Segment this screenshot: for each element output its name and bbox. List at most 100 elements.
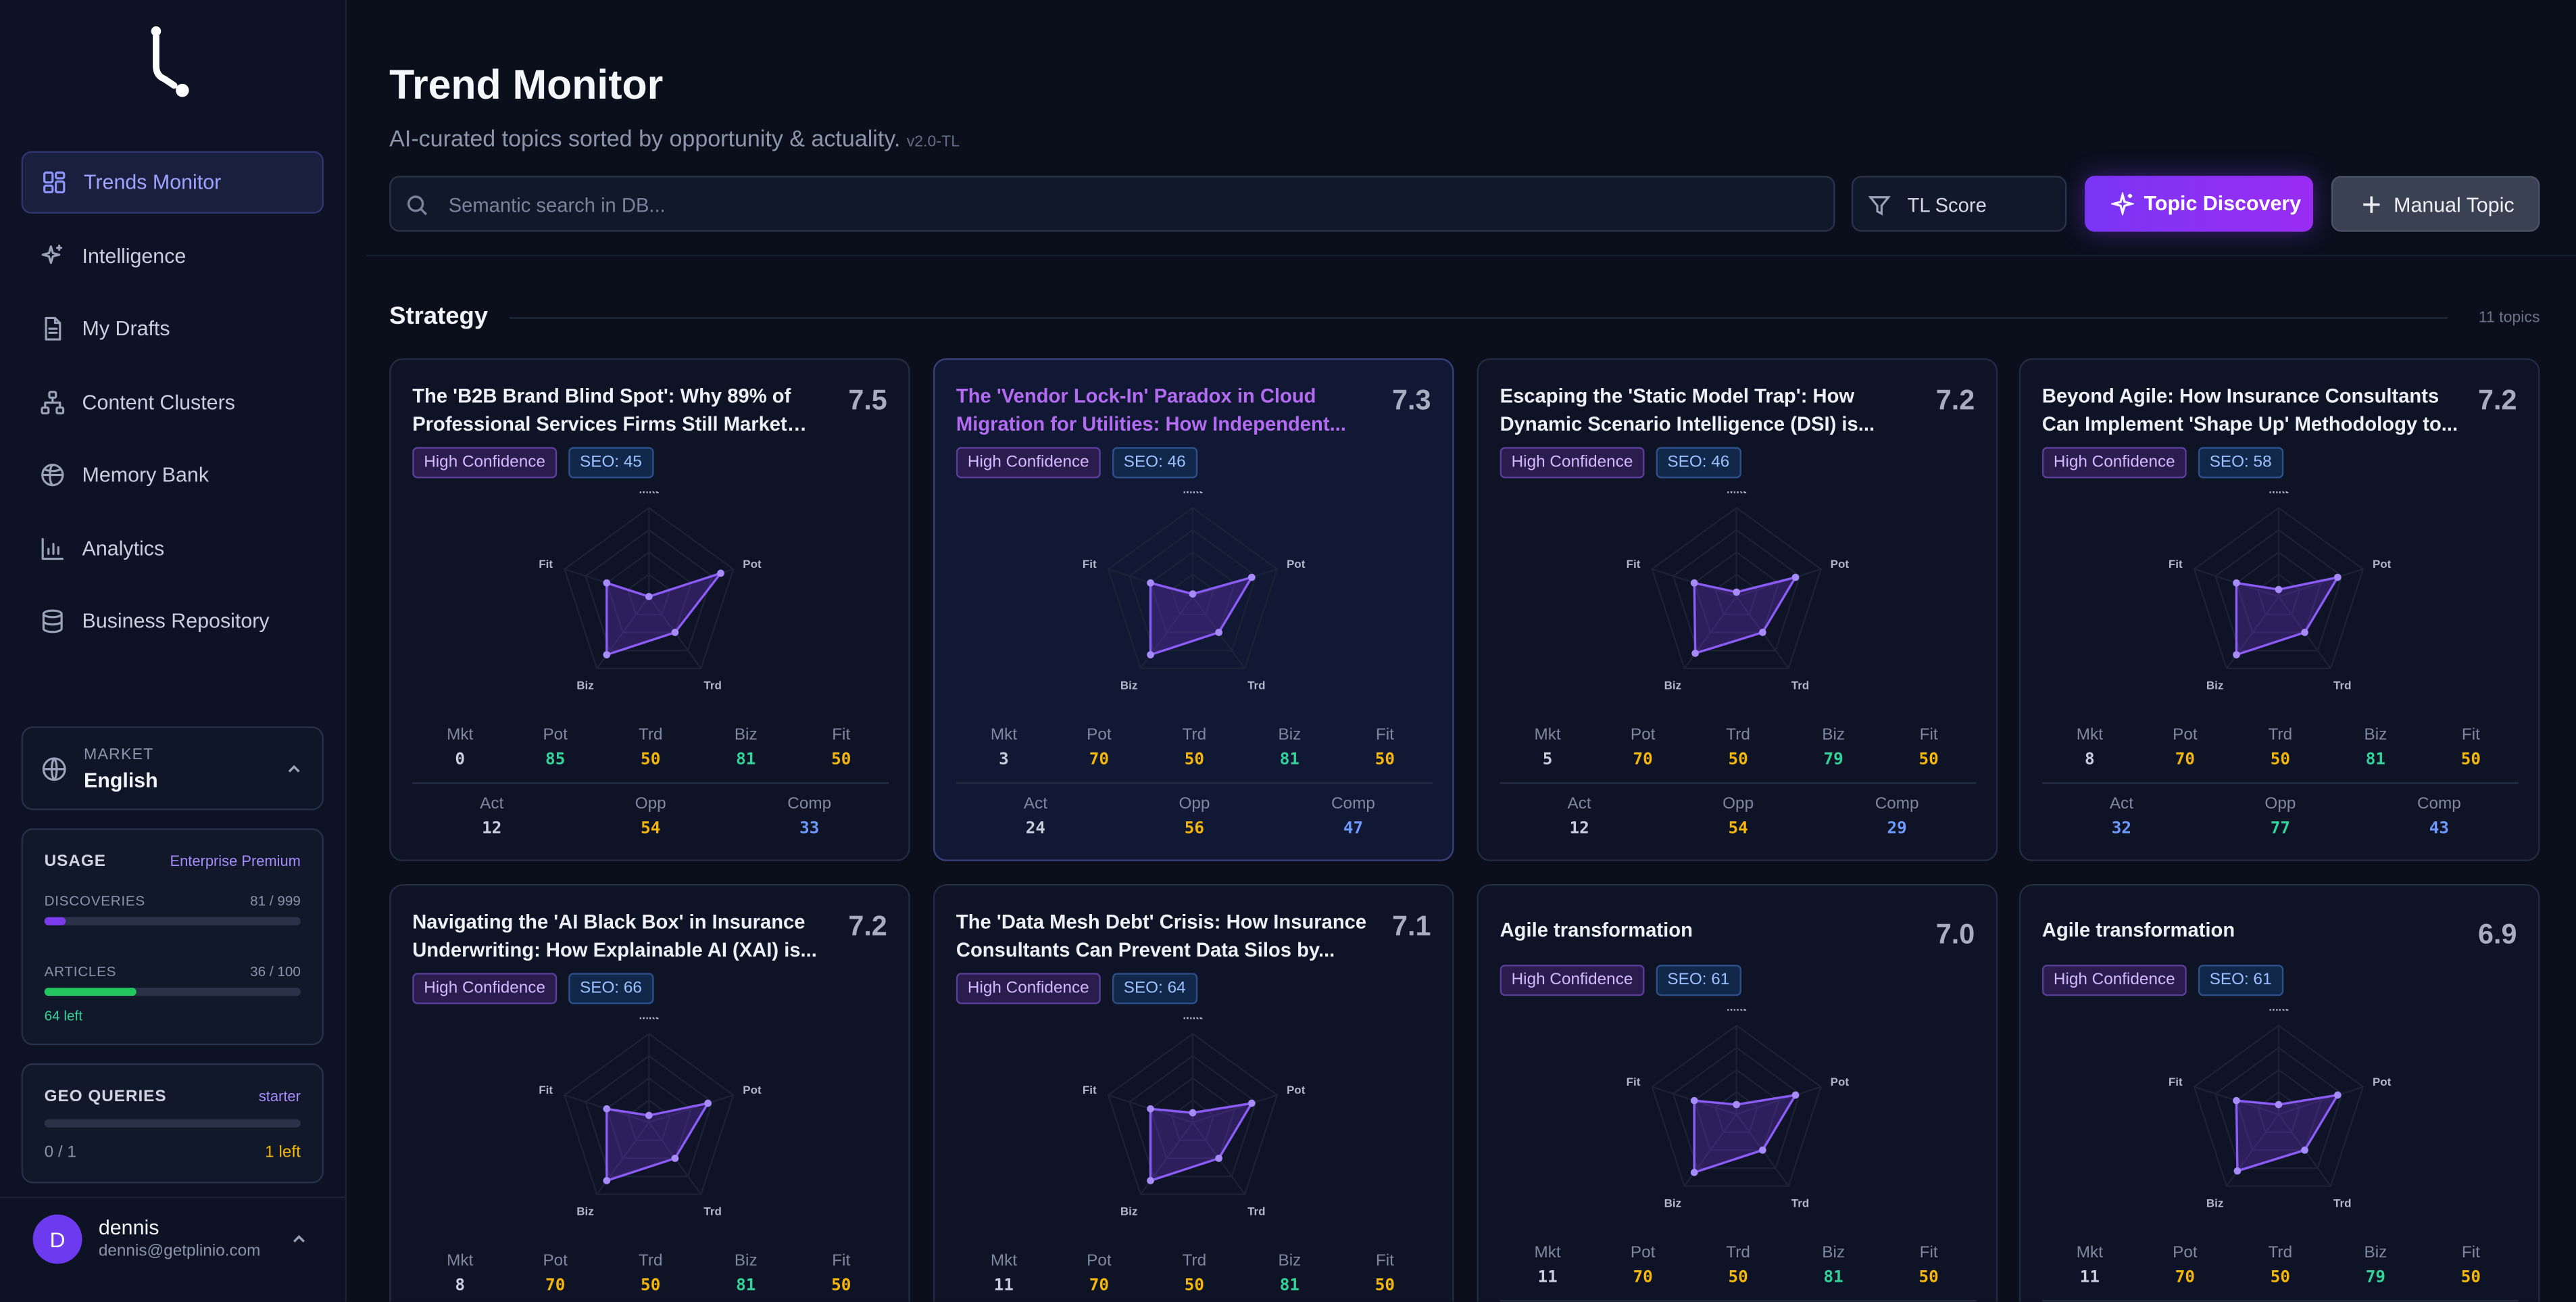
topic-discovery-button[interactable]: Topic Discovery bbox=[2085, 176, 2314, 232]
plan-badge: Enterprise Premium bbox=[170, 852, 301, 870]
articles-progress-bar bbox=[44, 988, 301, 996]
metric-value: 70 bbox=[545, 1276, 566, 1295]
card-title[interactable]: Navigating the 'AI Black Box' in Insuran… bbox=[412, 910, 817, 961]
app-logo[interactable] bbox=[148, 26, 197, 99]
metric-pot: Pot 70 bbox=[2137, 727, 2233, 769]
seo-badge: SEO: 64 bbox=[1112, 973, 1197, 1005]
manual-topic-button[interactable]: Manual Topic bbox=[2331, 176, 2540, 232]
radar-chart: Mkt Pot Trd Biz Fit bbox=[1083, 491, 1306, 692]
subtitle-text: AI-curated topics sorted by opportunity … bbox=[389, 124, 901, 151]
radar-grid-ring bbox=[2235, 1069, 2322, 1151]
metric-label: Opp bbox=[635, 795, 666, 814]
metric-biz: Biz 79 bbox=[2328, 1244, 2423, 1286]
metric-trd: Trd 50 bbox=[1147, 1253, 1242, 1295]
radar-label-fit: Fit bbox=[1627, 558, 1641, 571]
card-title[interactable]: The 'B2B Brand Blind Spot': Why 89% of P… bbox=[412, 384, 791, 435]
chevron-up-icon bbox=[293, 1235, 305, 1243]
metric-pot: Pot 70 bbox=[2137, 1244, 2233, 1286]
card-title[interactable]: Agile transformation bbox=[2041, 918, 2235, 942]
sidebar-item-business-repository[interactable]: Business Repository bbox=[22, 590, 324, 652]
radar-label-trd: Trd bbox=[1791, 1197, 1809, 1209]
radar-label-trd: Trd bbox=[2333, 1197, 2351, 1209]
topic-card[interactable]: The 'Data Mesh Debt' Crisis: How Insuran… bbox=[933, 884, 1454, 1302]
metric-value: 81 bbox=[1823, 1268, 1843, 1287]
market-selector[interactable]: MARKET English bbox=[21, 726, 324, 811]
sparkles-icon bbox=[39, 243, 66, 269]
card-score: 7.2 bbox=[1935, 384, 1975, 416]
sidebar-item-analytics[interactable]: Analytics bbox=[22, 517, 324, 579]
radar-area bbox=[2235, 575, 2340, 656]
radar-point-trd bbox=[2301, 629, 2308, 636]
card-title[interactable]: Agile transformation bbox=[1500, 918, 1693, 942]
topic-card[interactable]: The 'Vendor Lock-In' Paradox in Cloud Mi… bbox=[933, 358, 1454, 861]
radar-grid-ring bbox=[563, 1032, 735, 1195]
user-menu[interactable]: D dennis dennis@getplinio.com bbox=[0, 1196, 345, 1302]
metric-value: 70 bbox=[1633, 1268, 1653, 1287]
user-name: dennis bbox=[98, 1216, 159, 1240]
metric-value: 50 bbox=[641, 751, 661, 769]
discoveries-label: DISCOVERIES bbox=[44, 892, 145, 909]
radar-grid-ring bbox=[1651, 1024, 1823, 1187]
radar-chart: Mkt Pot Trd Biz Fit bbox=[1627, 491, 1850, 692]
topic-discovery-label: Topic Discovery bbox=[2144, 192, 2302, 216]
metric-value: 29 bbox=[1887, 820, 1907, 838]
radar-grid-ring bbox=[626, 573, 671, 616]
search-input[interactable] bbox=[445, 177, 1800, 234]
card-title[interactable]: Escaping the 'Static Model Trap': How Dy… bbox=[1500, 384, 1875, 435]
discoveries-progress-bar bbox=[44, 917, 301, 925]
topic-card[interactable]: Agile transformation 6.9 High Confidence SE… bbox=[2018, 884, 2540, 1302]
sidebar-item-intelligence[interactable]: Intelligence bbox=[22, 224, 324, 287]
radar-grid-ring bbox=[1107, 506, 1279, 669]
radar-point-mkt bbox=[1733, 588, 1741, 596]
metric-fit: Fit 50 bbox=[1337, 727, 1433, 769]
topic-card[interactable]: Beyond Agile: How Insurance Consultants … bbox=[2018, 358, 2540, 861]
topic-card[interactable]: Navigating the 'AI Black Box' in Insuran… bbox=[389, 884, 910, 1302]
radar-label-fit: Fit bbox=[539, 1084, 553, 1096]
sidebar-item-content-clusters[interactable]: Content Clusters bbox=[22, 370, 324, 433]
radar-grid-ring bbox=[2235, 551, 2322, 633]
topic-card[interactable]: Agile transformation 7.0 High Confidence SE… bbox=[1477, 884, 1998, 1302]
metric-label: Trd bbox=[2268, 726, 2293, 745]
metric-trd: Trd 50 bbox=[1691, 727, 1786, 769]
metric-label: Comp bbox=[2417, 795, 2461, 814]
radar-area bbox=[605, 571, 724, 656]
metric-label: Pot bbox=[543, 1252, 568, 1271]
topic-card[interactable]: Escaping the 'Static Model Trap': How Dy… bbox=[1477, 358, 1998, 861]
metric-label: Act bbox=[1023, 795, 1047, 814]
radar-point-trd bbox=[1215, 629, 1222, 636]
metric-act: Act 12 bbox=[1500, 796, 1659, 838]
database-icon bbox=[39, 608, 66, 635]
avatar: D bbox=[32, 1214, 82, 1264]
geo-plan: starter bbox=[258, 1088, 301, 1105]
confidence-badge: High Confidence bbox=[956, 973, 1101, 1005]
metric-value: 50 bbox=[1374, 1276, 1395, 1295]
metric-value: 50 bbox=[1918, 751, 1939, 769]
sidebar-item-my-drafts[interactable]: My Drafts bbox=[22, 297, 324, 360]
card-title[interactable]: Beyond Agile: How Insurance Consultants … bbox=[2041, 384, 2458, 435]
radar-chart: Mkt Pot Trd Biz Fit bbox=[539, 1017, 762, 1218]
bar-chart-icon bbox=[39, 535, 66, 561]
card-title[interactable]: The 'Vendor Lock-In' Paradox in Cloud Mi… bbox=[956, 384, 1346, 435]
card-divider bbox=[2041, 1300, 2519, 1302]
topic-card[interactable]: The 'B2B Brand Blind Spot': Why 89% of P… bbox=[389, 358, 910, 861]
metric-value: 70 bbox=[2175, 1268, 2196, 1287]
radar-point-fit bbox=[2233, 1096, 2240, 1105]
metric-opp: Opp 77 bbox=[2201, 796, 2360, 838]
sidebar-item-memory-bank[interactable]: Memory Bank bbox=[22, 443, 324, 506]
file-text-icon bbox=[39, 316, 66, 342]
radar-point-biz bbox=[1147, 1177, 1154, 1184]
metric-value: 11 bbox=[1537, 1268, 1558, 1287]
radar-grid-ring bbox=[1693, 551, 1780, 633]
radar-label-pot: Pot bbox=[743, 558, 762, 571]
sidebar-item-trends-monitor[interactable]: Trends Monitor bbox=[21, 151, 324, 214]
card-title[interactable]: The 'Data Mesh Debt' Crisis: How Insuran… bbox=[956, 910, 1367, 961]
metric-value: 8 bbox=[455, 1276, 466, 1295]
search-box[interactable] bbox=[389, 176, 1835, 234]
radar-grid-ring bbox=[1651, 506, 1823, 669]
card-divider bbox=[2041, 782, 2519, 784]
metric-label: Fit bbox=[1919, 1244, 1938, 1263]
sort-filter-dropdown[interactable]: TL Score bbox=[1851, 176, 2067, 232]
radar-label-fit: Fit bbox=[2169, 558, 2183, 571]
radar-point-pot bbox=[2333, 573, 2342, 581]
radar-label-pot: Pot bbox=[2373, 558, 2392, 571]
